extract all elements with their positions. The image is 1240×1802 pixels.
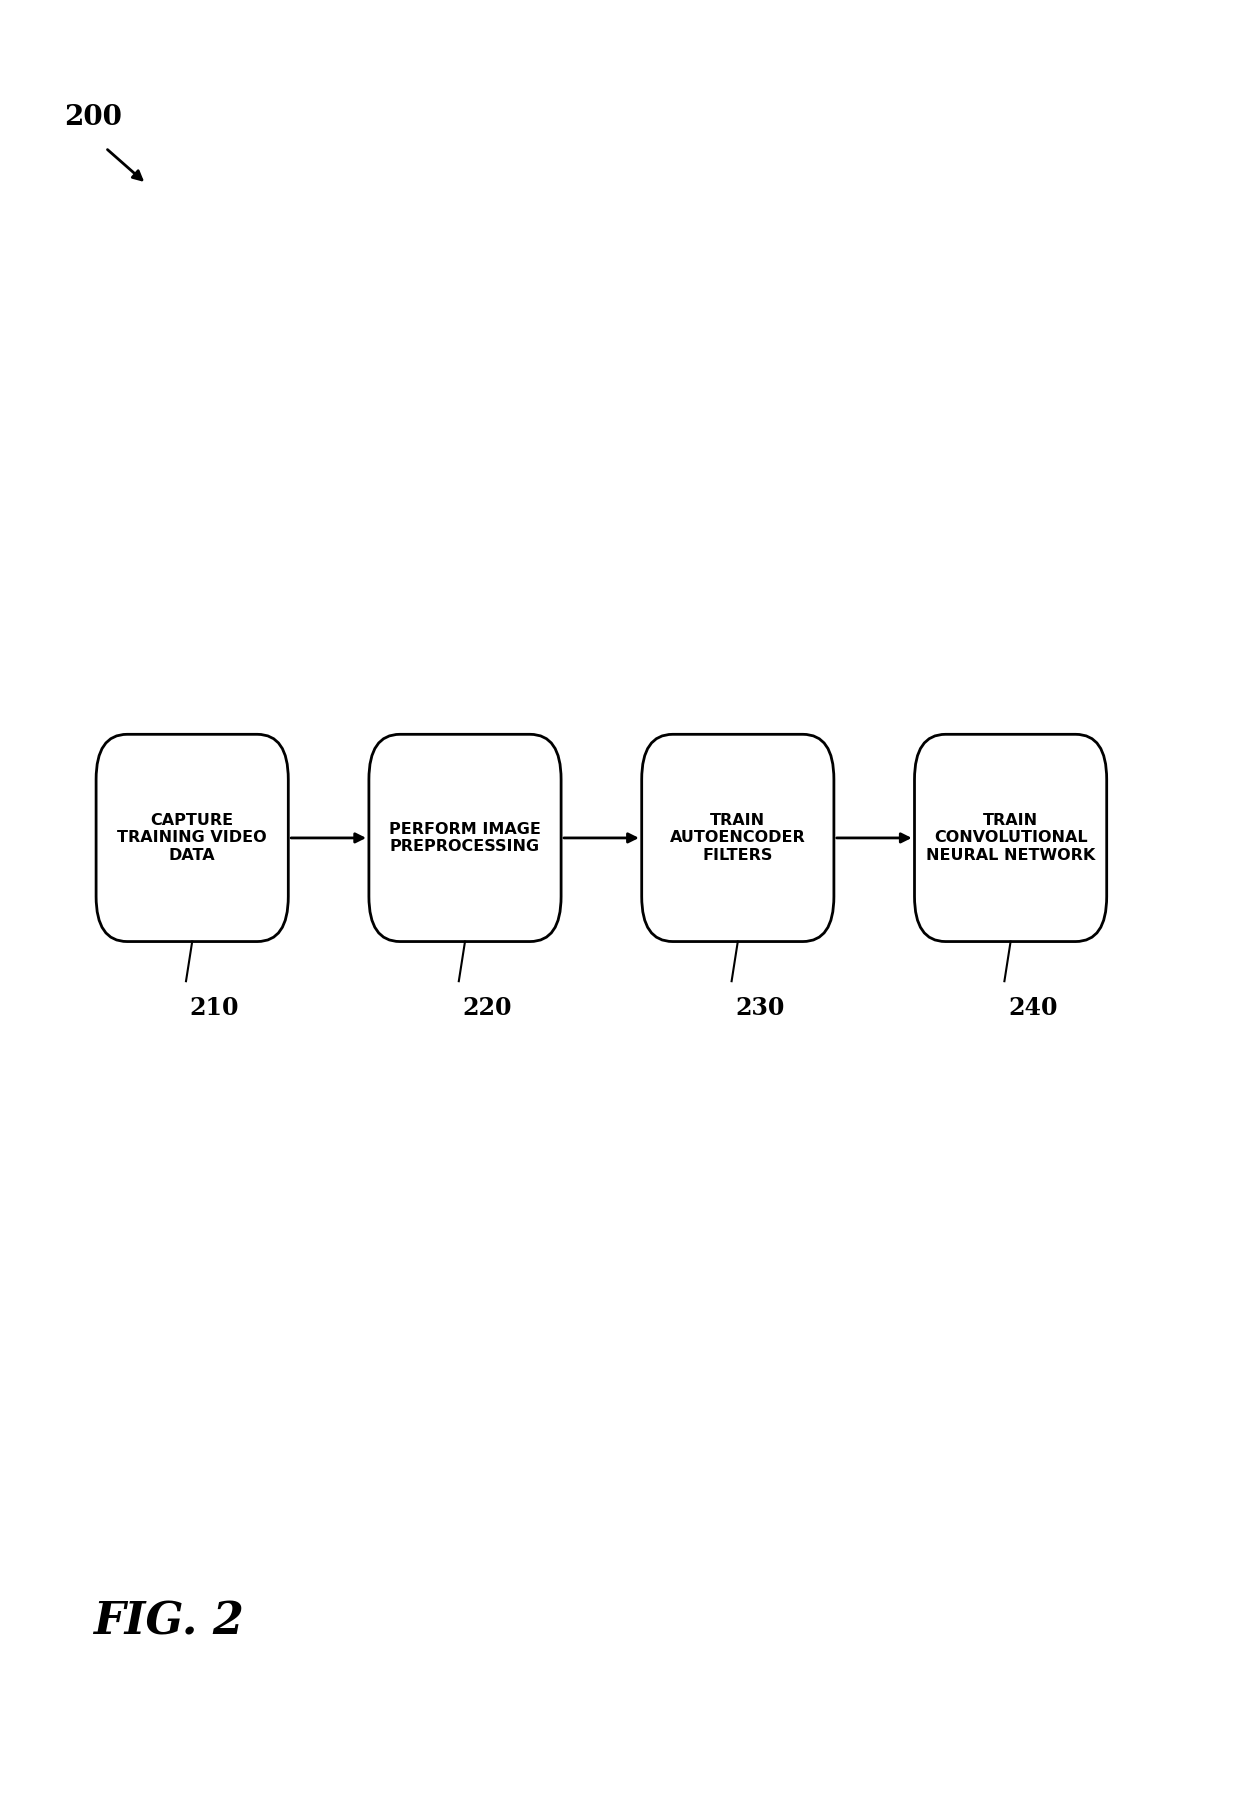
Text: 200: 200 [64,105,122,130]
FancyBboxPatch shape [914,735,1107,941]
FancyBboxPatch shape [642,735,833,941]
Text: 230: 230 [735,995,785,1020]
FancyBboxPatch shape [97,735,288,941]
Text: 240: 240 [1008,995,1058,1020]
Text: 210: 210 [190,995,239,1020]
Text: 220: 220 [463,995,512,1020]
FancyBboxPatch shape [370,735,560,941]
Text: CAPTURE
TRAINING VIDEO
DATA: CAPTURE TRAINING VIDEO DATA [118,813,267,863]
Text: TRAIN
AUTOENCODER
FILTERS: TRAIN AUTOENCODER FILTERS [670,813,806,863]
Text: FIG. 2: FIG. 2 [93,1600,244,1643]
Text: TRAIN
CONVOLUTIONAL
NEURAL NETWORK: TRAIN CONVOLUTIONAL NEURAL NETWORK [926,813,1095,863]
Text: PERFORM IMAGE
PREPROCESSING: PERFORM IMAGE PREPROCESSING [389,822,541,854]
